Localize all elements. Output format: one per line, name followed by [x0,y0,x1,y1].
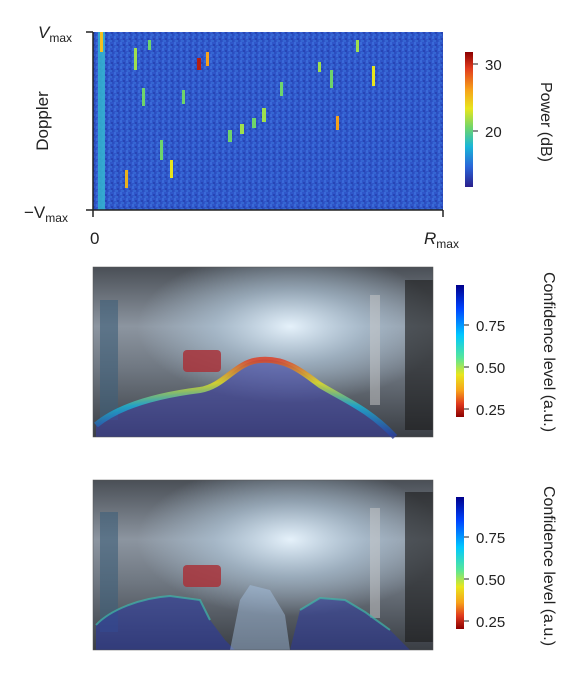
conf2-tick-050: 0.50 [476,572,505,589]
y-axis-label: Doppler [33,91,52,151]
x-end-tick: Rmax [424,229,459,251]
power-colorbar [465,52,473,187]
confidence-colorbar-title-1: Confidence level (a.u.) [540,272,557,432]
range-doppler-map [93,32,443,210]
confidence-colorbar-title-2: Confidence level (a.u.) [540,486,557,646]
patchy-area-overlay-left [96,596,235,650]
conf2-tick-075: 0.75 [476,530,505,547]
drivable-area-edge [94,356,398,440]
x-start-tick: 0 [90,229,99,248]
conf1-tick-050: 0.50 [476,360,505,377]
conf1-tick-075: 0.75 [476,318,505,335]
zero-range-band [98,32,105,210]
y-bottom-tick: −Vmax [24,203,68,225]
confidence-colorbar-2 [456,497,464,629]
target-streaks [125,40,375,188]
power-colorbar-title: Power (dB) [537,82,554,162]
range-doppler-panel: Doppler Vmax −Vmax 0 Rmax 30 20 Power (d… [24,23,554,251]
power-tick-30: 30 [485,57,502,74]
patchy-area-overlay-center [230,585,290,650]
drivable-area-overlay [96,359,395,437]
conf2-tick-025: 0.25 [476,614,505,631]
confidence-panel-2: 0.75 0.50 0.25 Confidence level (a.u.) [92,479,557,651]
power-tick-20: 20 [485,124,502,141]
confidence-panel-1: 0.75 0.50 0.25 Confidence level (a.u.) [92,266,557,440]
conf1-tick-025: 0.25 [476,402,505,419]
patchy-area-overlay-right [290,598,410,650]
y-top-tick: Vmax [38,23,72,45]
confidence-colorbar-1 [456,285,464,417]
